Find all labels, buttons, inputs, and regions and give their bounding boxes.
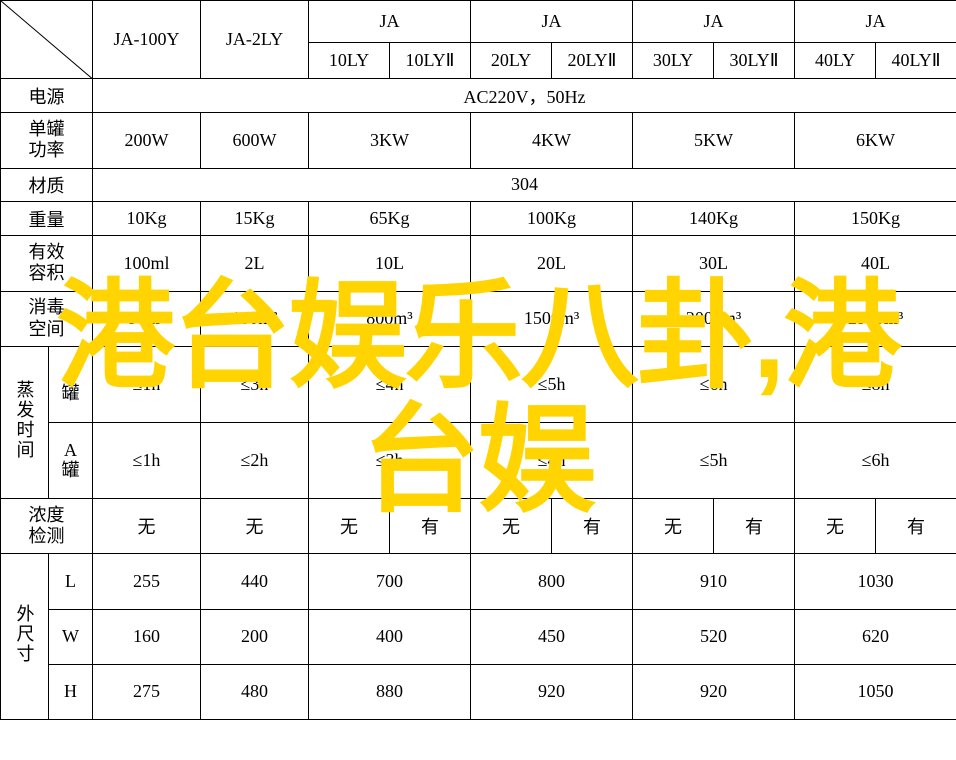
conc-3: 有 — [390, 499, 471, 554]
evap-j-sub: J罐 — [49, 346, 93, 422]
conc-5: 有 — [552, 499, 633, 554]
volume-0: 100ml — [93, 236, 201, 291]
evap-j-5: ≤8h — [795, 346, 956, 422]
row-dimensions-label: 外尺寸 — [1, 554, 49, 720]
disinfect-4: 2000m³ — [633, 291, 795, 346]
volume-2: 10L — [309, 236, 471, 291]
dim-H-3: 920 — [471, 664, 633, 719]
header-ja100y: JA-100Y — [93, 1, 201, 79]
header-ja-3: JA — [633, 1, 795, 43]
evap-a-sub: A罐 — [49, 422, 93, 498]
dim-H-4: 920 — [633, 664, 795, 719]
volume-1: 2L — [201, 236, 309, 291]
disinfect-5: 2500m³ — [795, 291, 956, 346]
row-power-supply-label: 电源 — [1, 79, 93, 113]
row-material-value: 304 — [93, 168, 956, 202]
spec-table: JA-100Y JA-2LY JA JA JA JA 10LY 10LYⅡ 20… — [0, 0, 956, 720]
row-power-supply-value: AC220V，50Hz — [93, 79, 956, 113]
conc-0: 无 — [93, 499, 201, 554]
evap-j-4: ≤6h — [633, 346, 795, 422]
weight-1: 15Kg — [201, 202, 309, 236]
dim-W-3: 450 — [471, 609, 633, 664]
dim-W-1: 200 — [201, 609, 309, 664]
header-ja-1: JA — [309, 1, 471, 43]
dim-L-1: 440 — [201, 554, 309, 609]
header-10ly: 10LY — [309, 43, 390, 79]
volume-3: 20L — [471, 236, 633, 291]
weight-3: 100Kg — [471, 202, 633, 236]
weight-5: 150Kg — [795, 202, 956, 236]
evap-a-4: ≤5h — [633, 422, 795, 498]
single-power-2: 3KW — [309, 113, 471, 168]
dim-L-0: 255 — [93, 554, 201, 609]
conc-6: 无 — [633, 499, 714, 554]
evap-j-1: ≤3h — [201, 346, 309, 422]
single-power-3: 4KW — [471, 113, 633, 168]
header-10ly2: 10LYⅡ — [390, 43, 471, 79]
volume-5: 40L — [795, 236, 956, 291]
header-30ly: 30LY — [633, 43, 714, 79]
conc-9: 有 — [876, 499, 956, 554]
dim-W-2: 400 — [309, 609, 471, 664]
evap-a-2: ≤3h — [309, 422, 471, 498]
dim-W-0: 160 — [93, 609, 201, 664]
single-power-1: 600W — [201, 113, 309, 168]
evap-a-5: ≤6h — [795, 422, 956, 498]
dim-W-5: 620 — [795, 609, 956, 664]
dim-L-2: 700 — [309, 554, 471, 609]
evap-a-1: ≤2h — [201, 422, 309, 498]
row-evap-label: 蒸发时间 — [1, 346, 49, 499]
disinfect-3: 1500m³ — [471, 291, 633, 346]
evap-a-0: ≤1h — [93, 422, 201, 498]
dim-L-3: 800 — [471, 554, 633, 609]
single-power-0: 200W — [93, 113, 201, 168]
row-single-power-label: 单罐功率 — [1, 113, 93, 168]
weight-2: 65Kg — [309, 202, 471, 236]
header-diagonal-cell — [1, 1, 93, 79]
dim-W-sub: W — [49, 609, 93, 664]
row-volume-label: 有效容积 — [1, 236, 93, 291]
disinfect-1: 100m³ — [201, 291, 309, 346]
single-power-4: 5KW — [633, 113, 795, 168]
header-20ly2: 20LYⅡ — [552, 43, 633, 79]
header-ja-4: JA — [795, 1, 956, 43]
disinfect-0: 50m³ — [93, 291, 201, 346]
dim-W-4: 520 — [633, 609, 795, 664]
evap-j-3: ≤5h — [471, 346, 633, 422]
dim-H-2: 880 — [309, 664, 471, 719]
row-weight-label: 重量 — [1, 202, 93, 236]
conc-1: 无 — [201, 499, 309, 554]
weight-0: 10Kg — [93, 202, 201, 236]
dim-H-5: 1050 — [795, 664, 956, 719]
header-ja2ly: JA-2LY — [201, 1, 309, 79]
evap-j-0: ≤1h — [93, 346, 201, 422]
conc-8: 无 — [795, 499, 876, 554]
disinfect-2: 800m³ — [309, 291, 471, 346]
header-40ly2: 40LYⅡ — [876, 43, 956, 79]
evap-a-3: ≤4h — [471, 422, 633, 498]
row-concentration-label: 浓度检测 — [1, 499, 93, 554]
row-material-label: 材质 — [1, 168, 93, 202]
header-30ly2: 30LYⅡ — [714, 43, 795, 79]
row-disinfect-label: 消毒空间 — [1, 291, 93, 346]
header-40ly: 40LY — [795, 43, 876, 79]
dim-H-sub: H — [49, 664, 93, 719]
dim-L-5: 1030 — [795, 554, 956, 609]
header-20ly: 20LY — [471, 43, 552, 79]
dim-H-1: 480 — [201, 664, 309, 719]
volume-4: 30L — [633, 236, 795, 291]
evap-j-2: ≤4h — [309, 346, 471, 422]
single-power-5: 6KW — [795, 113, 956, 168]
conc-7: 有 — [714, 499, 795, 554]
dim-L-sub: L — [49, 554, 93, 609]
weight-4: 140Kg — [633, 202, 795, 236]
dim-H-0: 275 — [93, 664, 201, 719]
conc-4: 无 — [471, 499, 552, 554]
dim-L-4: 910 — [633, 554, 795, 609]
conc-2: 无 — [309, 499, 390, 554]
header-ja-2: JA — [471, 1, 633, 43]
